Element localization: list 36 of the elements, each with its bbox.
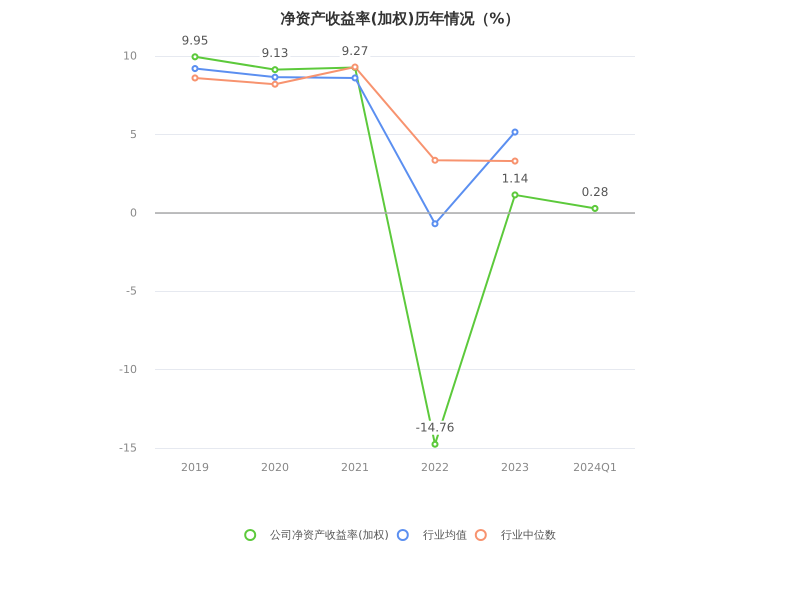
data-label: 1.14 <box>502 171 528 186</box>
x-tick-label: 2020 <box>261 461 289 474</box>
point <box>512 128 518 136</box>
point <box>592 204 598 212</box>
y-tick-label: 10 <box>123 50 137 62</box>
point <box>512 158 518 165</box>
y-tick-label: -10 <box>119 363 137 376</box>
data-label: 9.13 <box>262 46 288 60</box>
y-tick-label: 0 <box>130 206 137 220</box>
chart-title: 净资产收益率(加权)历年情况（%） <box>280 10 520 28</box>
point <box>352 74 358 82</box>
legend-label: 公司净资产收益率(加权) <box>270 528 389 542</box>
point <box>272 80 278 88</box>
point <box>512 191 518 198</box>
legend-label: 行业均值 <box>422 528 467 542</box>
x-tick-label: 2024Q1 <box>573 461 617 474</box>
x-tick-label: 2023 <box>501 461 529 474</box>
y-tick-label: 5 <box>130 128 137 141</box>
x-tick-label: 2021 <box>341 461 369 474</box>
data-label: 0.28 <box>582 184 608 199</box>
data-label: 9.27 <box>342 44 368 58</box>
data-label: 9.95 <box>182 33 208 48</box>
point <box>432 220 438 228</box>
point <box>432 440 438 448</box>
point <box>192 53 198 60</box>
y-tick-label: -5 <box>126 284 137 298</box>
point <box>192 65 198 72</box>
point <box>432 156 438 164</box>
x-tick-label: 2022 <box>421 461 449 474</box>
legend-label: 行业中位数 <box>500 528 556 542</box>
point <box>272 74 278 81</box>
data-label: -14.76 <box>416 420 454 435</box>
x-tick-label: 2019 <box>181 461 209 474</box>
point <box>272 66 278 74</box>
y-tick-label: -15 <box>119 442 137 454</box>
point <box>192 74 198 82</box>
